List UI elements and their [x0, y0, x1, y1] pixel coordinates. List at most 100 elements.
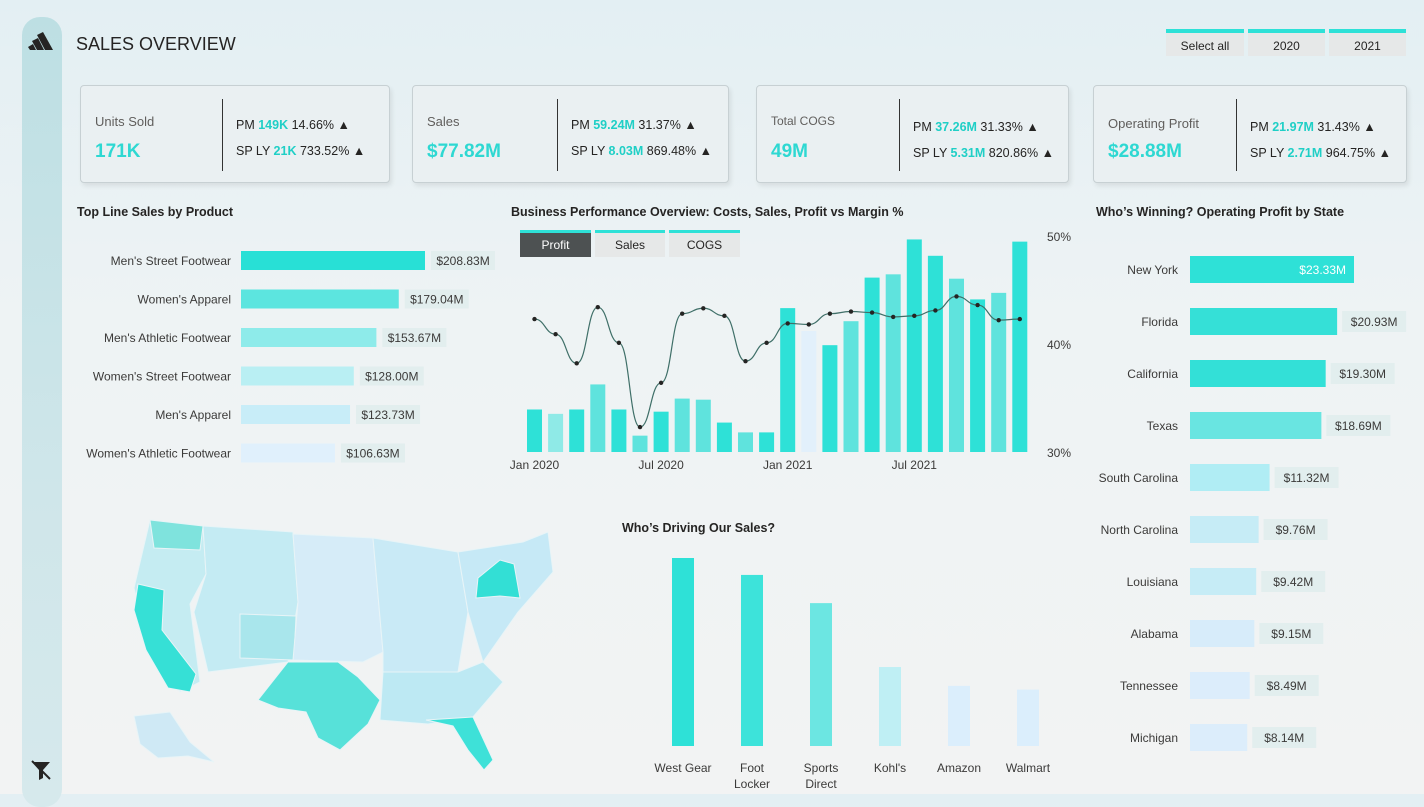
state-value-box	[1252, 727, 1317, 748]
margin-point	[574, 361, 579, 366]
performance-bar	[780, 308, 796, 452]
state-value-box	[1330, 363, 1395, 384]
product-value-box	[382, 328, 447, 347]
performance-bar	[632, 435, 648, 452]
product-bar	[241, 328, 377, 347]
performance-x-tick: Jul 2020	[638, 458, 684, 472]
retailer-bar	[741, 574, 763, 746]
product-value-box	[404, 289, 469, 309]
performance-bar	[759, 432, 775, 452]
performance-chart-title: Business Performance Overview: Costs, Sa…	[511, 205, 904, 219]
state-bar	[1190, 256, 1354, 283]
state-value-label: $8.14M	[1264, 731, 1304, 745]
tab-cogs[interactable]: COGS	[669, 230, 740, 257]
margin-point	[891, 314, 896, 320]
state-value-label: $9.76M	[1276, 523, 1316, 537]
map-region-central	[292, 533, 384, 663]
tab-sales[interactable]: Sales	[595, 230, 665, 257]
state-bar-chart: New York $23.33M Florida $20.93M California $…	[1099, 256, 1407, 751]
product-category-label: Women's Street Footwear	[93, 370, 231, 384]
performance-y2-tick: 50%	[1047, 230, 1071, 244]
product-value-box	[431, 251, 495, 270]
product-category-label: Men's Apparel	[155, 408, 231, 422]
performance-x-tick: Jul 2021	[892, 458, 938, 472]
retailer-bar	[810, 603, 832, 746]
retailer-category-label: Amazon	[937, 761, 981, 775]
slicer-2020[interactable]: 2020	[1248, 29, 1325, 56]
retailer-category-label: Foot	[740, 761, 765, 775]
margin-point	[912, 313, 917, 319]
state-bar	[1190, 724, 1248, 751]
kpi-label: Total COGS	[771, 114, 836, 128]
retailer-category-label: Sports	[804, 761, 839, 775]
state-value-label: $19.30M	[1339, 367, 1386, 381]
product-category-label: Men's Athletic Footwear	[104, 331, 231, 345]
kpi-value: $77.82M	[427, 141, 501, 162]
adidas-logo-icon	[28, 32, 53, 50]
product-category-label: Women's Athletic Footwear	[86, 447, 231, 461]
tab-profit[interactable]: Profit	[520, 230, 591, 257]
performance-bar	[864, 277, 880, 452]
state-value-label: $8.49M	[1267, 679, 1307, 693]
performance-bar	[569, 409, 585, 452]
state-category-label: California	[1127, 367, 1178, 381]
margin-point	[701, 306, 706, 311]
state-value-label: $18.69M	[1335, 419, 1382, 433]
up-arrow-icon: ▲	[1378, 146, 1391, 160]
performance-bar	[927, 255, 943, 452]
performance-bar	[590, 384, 606, 452]
performance-bar	[674, 398, 690, 452]
performance-x-tick: Jan 2021	[763, 458, 813, 472]
state-value-label: $23.33M	[1299, 263, 1346, 277]
margin-point	[848, 309, 854, 314]
performance-bar	[906, 239, 922, 452]
up-arrow-icon: ▲	[337, 118, 350, 132]
state-category-label: North Carolina	[1101, 523, 1179, 537]
product-bar	[241, 405, 351, 424]
state-bar	[1190, 516, 1259, 543]
product-value-box	[340, 443, 405, 463]
map-state-california	[133, 583, 197, 693]
slicer-2021[interactable]: 2021	[1329, 29, 1406, 56]
margin-point	[616, 340, 622, 346]
us-map	[133, 519, 554, 771]
state-category-label: Michigan	[1130, 731, 1178, 745]
product-bar	[241, 443, 335, 463]
kpi-sply-row: SP LY 21K 733.52% ▲	[236, 144, 366, 158]
margin-point	[532, 316, 537, 322]
kpi-card-total-cogs: Total COGS 49M PM 37.26M 31.33% ▲ SP LY …	[756, 85, 1069, 183]
kpi-card-sales: Sales $77.82M PM 59.24M 31.37% ▲ SP LY 8…	[412, 85, 729, 183]
performance-bar	[695, 399, 711, 452]
kpi-sply-row: SP LY 5.31M 820.86% ▲	[913, 146, 1054, 160]
kpi-pm-row: PM 59.24M 31.37% ▲	[571, 118, 697, 132]
up-arrow-icon: ▲	[1026, 120, 1039, 134]
product-value-label: $123.73M	[361, 408, 414, 422]
retailer-bar	[879, 667, 901, 746]
performance-bar	[949, 278, 964, 452]
state-category-label: New York	[1127, 263, 1179, 277]
map-state-florida	[425, 716, 494, 771]
product-value-label: $179.04M	[410, 293, 463, 307]
state-bar	[1190, 620, 1255, 647]
map-state-texas	[257, 661, 381, 751]
state-value-box	[1259, 623, 1324, 644]
margin-line	[534, 295, 1020, 428]
margin-point	[869, 310, 875, 315]
margin-point	[975, 302, 980, 308]
performance-bar	[822, 345, 838, 452]
slicer-select-all[interactable]: Select all	[1166, 29, 1244, 56]
map-state-alaska	[133, 711, 215, 763]
performance-combo-chart: Jan 2020 Jul 2020 Jan 2021 Jul 2021 50% 40% 30…	[510, 230, 1072, 472]
performance-bar	[970, 299, 986, 452]
margin-point	[553, 332, 558, 337]
clear-filter-icon[interactable]	[29, 758, 53, 782]
map-region-southeast	[379, 661, 504, 725]
state-value-label: $11.32M	[1284, 471, 1330, 485]
kpi-value: $28.88M	[1108, 141, 1182, 162]
margin-point	[806, 322, 811, 327]
margin-point	[637, 424, 643, 430]
map-state-washington	[149, 519, 204, 551]
performance-bar	[716, 422, 732, 452]
performance-bar	[653, 411, 669, 452]
retailer-category-label: West Gear	[654, 761, 711, 775]
